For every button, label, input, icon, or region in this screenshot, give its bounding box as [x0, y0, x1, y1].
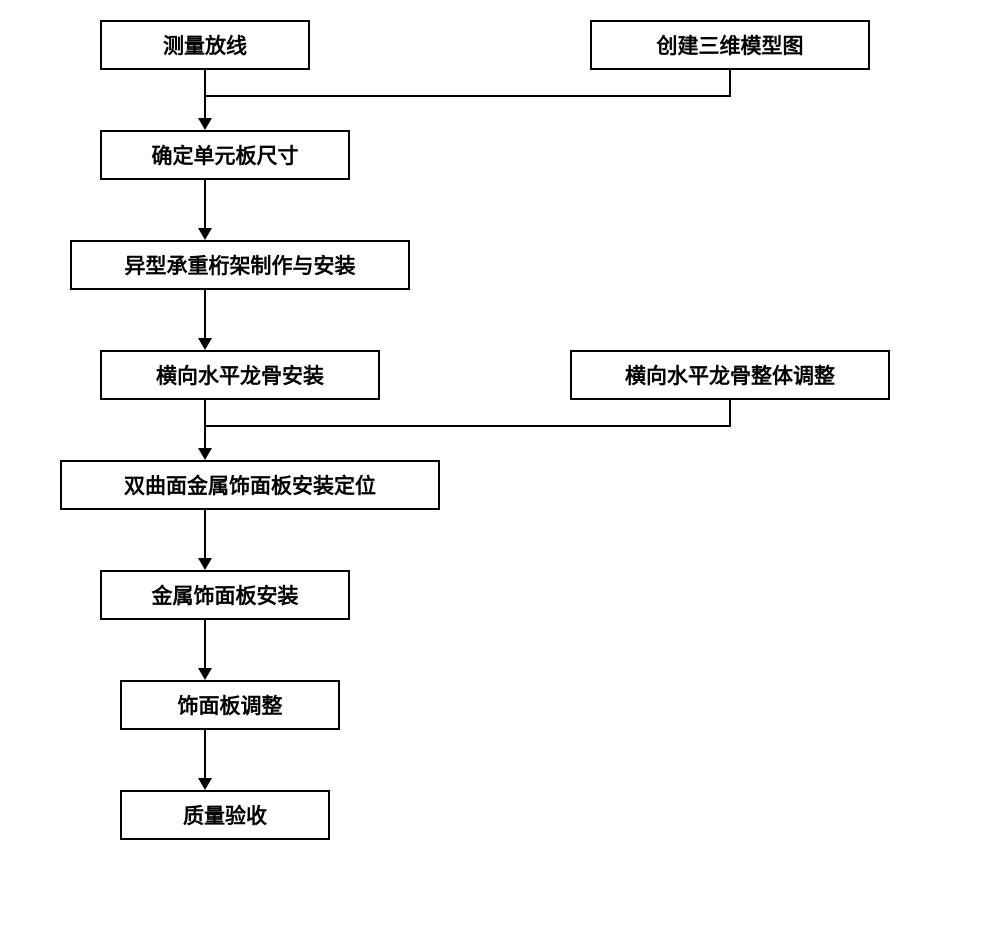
connector-line [204, 70, 206, 95]
node-label: 横向水平龙骨整体调整 [625, 360, 835, 390]
node-panel-position: 双曲面金属饰面板安装定位 [60, 460, 440, 510]
connector-line [204, 425, 731, 427]
connector-line [204, 180, 206, 230]
connector-line [204, 425, 206, 450]
node-label: 双曲面金属饰面板安装定位 [124, 470, 376, 500]
arrow-icon [198, 228, 212, 240]
connector-line [204, 620, 206, 670]
connector-line [204, 95, 206, 120]
node-label: 质量验收 [183, 800, 267, 830]
node-label: 横向水平龙骨安装 [156, 360, 324, 390]
arrow-icon [198, 558, 212, 570]
node-panel-adjust: 饰面板调整 [120, 680, 340, 730]
node-label: 异型承重桁架制作与安装 [125, 250, 356, 280]
node-truss: 异型承重桁架制作与安装 [70, 240, 410, 290]
arrow-icon [198, 668, 212, 680]
connector-line [204, 290, 206, 340]
arrow-icon [198, 778, 212, 790]
connector-line [729, 400, 731, 425]
connector-line [204, 510, 206, 560]
node-measure: 测量放线 [100, 20, 310, 70]
arrow-icon [198, 118, 212, 130]
connector-line [204, 730, 206, 780]
arrow-icon [198, 338, 212, 350]
connector-line [204, 95, 731, 97]
node-keel-adjust: 横向水平龙骨整体调整 [570, 350, 890, 400]
node-label: 测量放线 [163, 30, 247, 60]
node-unit-size: 确定单元板尺寸 [100, 130, 350, 180]
node-quality: 质量验收 [120, 790, 330, 840]
node-label: 饰面板调整 [178, 690, 283, 720]
connector-line [204, 400, 206, 425]
node-label: 确定单元板尺寸 [152, 140, 299, 170]
node-create-3d: 创建三维模型图 [590, 20, 870, 70]
node-label: 金属饰面板安装 [152, 580, 299, 610]
arrow-icon [198, 448, 212, 460]
node-panel-install: 金属饰面板安装 [100, 570, 350, 620]
node-label: 创建三维模型图 [657, 30, 804, 60]
connector-line [729, 70, 731, 95]
node-keel-install: 横向水平龙骨安装 [100, 350, 380, 400]
